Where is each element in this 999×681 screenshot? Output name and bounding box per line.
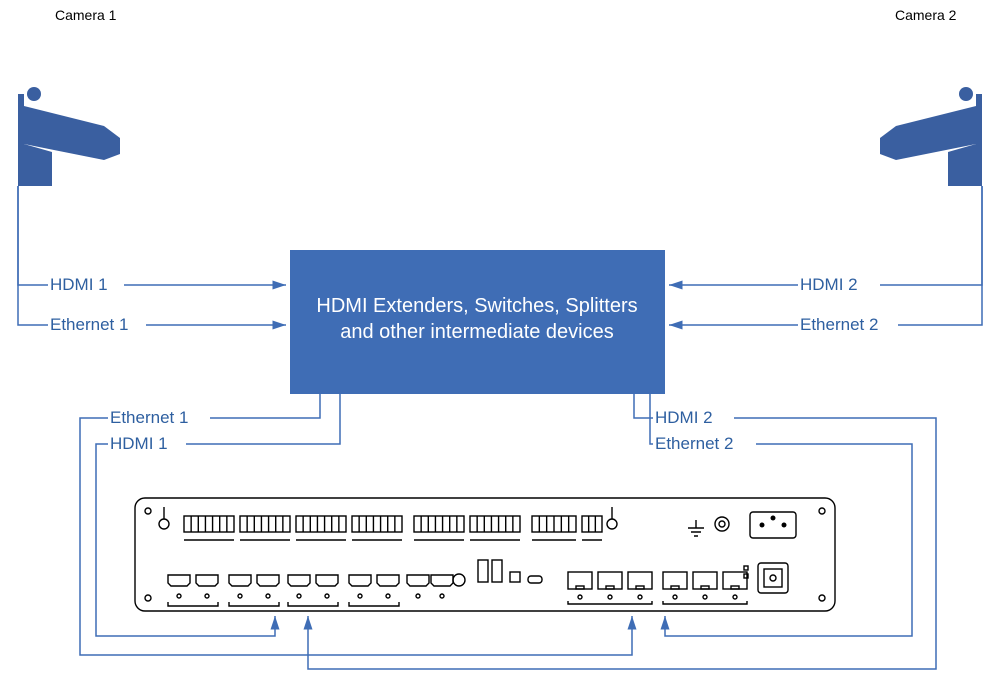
hub-text-line1: HDMI Extenders, Switches, Splitters [316, 295, 637, 317]
eth1-label: Ethernet 1 [50, 315, 128, 334]
lower-eth1-label: Ethernet 1 [110, 408, 188, 427]
hdmi2-label: HDMI 2 [800, 275, 858, 294]
camera2-label: Camera 2 [895, 7, 957, 23]
cam2-hdmi-drop [919, 186, 982, 285]
cam1-hdmi-drop [18, 186, 42, 285]
hub-out-hdmi2-todev [308, 418, 936, 669]
hdmi1-label: HDMI 1 [50, 275, 108, 294]
hub-out-eth1-todev [80, 418, 632, 655]
camera1-icon [18, 87, 120, 186]
device-panel [135, 498, 835, 611]
lower-eth2-label: Ethernet 2 [655, 434, 733, 453]
hub-text-line2: and other intermediate devices [340, 321, 614, 343]
camera1-label: Camera 1 [55, 7, 117, 23]
cam1-eth-drop [18, 186, 42, 325]
hub-out-eth2-right [650, 394, 653, 444]
cam2-eth-drop [919, 186, 982, 325]
hub-out-eth1-left [210, 394, 320, 418]
lower-hdmi2-label: HDMI 2 [655, 408, 713, 427]
eth2-label: Ethernet 2 [800, 315, 878, 334]
camera2-icon [880, 87, 982, 186]
diagram-canvas: Camera 1 Camera 2 HDMI 1 Ethernet 1 HDMI… [0, 0, 999, 681]
hub-out-eth2-todev [665, 444, 912, 636]
lower-hdmi1-label: HDMI 1 [110, 434, 168, 453]
hub-out-hdmi1-left [186, 394, 340, 444]
